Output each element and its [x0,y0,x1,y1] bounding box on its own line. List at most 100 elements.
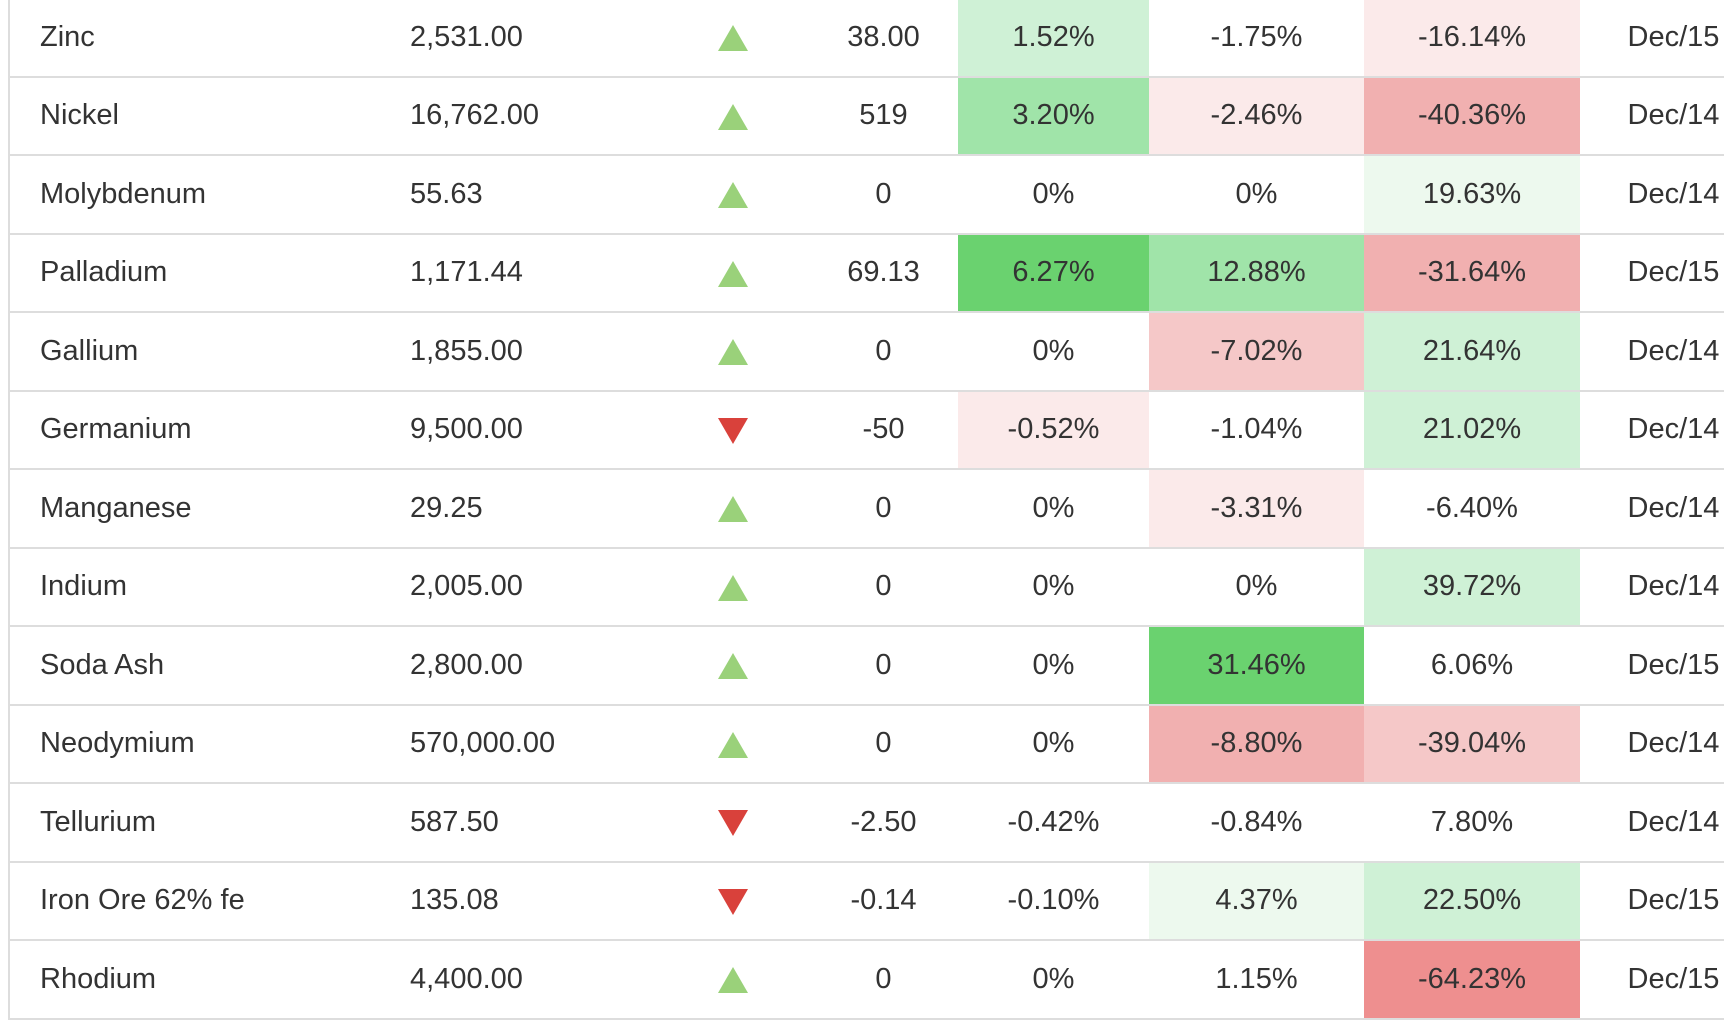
percent-change-cell: -0.42% [958,783,1149,863]
change-cell: -50 [809,390,958,470]
percent-change-cell: 0% [958,312,1149,392]
direction-cell [656,861,809,941]
change-cell: 0 [809,155,958,235]
commodity-name[interactable]: Germanium [9,390,401,470]
price-cell: 55.63 [401,155,656,235]
weekly-change-cell: -8.80% [1149,704,1364,784]
price-cell: 9,500.00 [401,390,656,470]
triangle-up-icon [717,339,748,366]
direction-cell [656,704,809,784]
change-cell: 0 [809,940,958,1020]
change-cell: 519 [809,76,958,156]
table-row[interactable]: Tellurium 587.50 -2.50 -0.42% -0.84% 7.80% Dec… [9,783,1724,863]
direction-cell [656,940,809,1020]
commodity-name[interactable]: Rhodium [9,940,401,1020]
date-cell: Dec/15 [1580,233,1724,313]
price-cell: 1,855.00 [401,312,656,392]
table-row[interactable]: Manganese 29.25 0 0% -3.31% -6.40% Dec/14 [9,469,1724,549]
table-row[interactable]: Iron Ore 62% fe 135.08 -0.14 -0.10% 4.37% 22.… [9,861,1724,941]
change-cell: 0 [809,626,958,706]
table-row[interactable]: Indium 2,005.00 0 0% 0% 39.72% Dec/14 [9,547,1724,627]
triangle-up-icon [717,103,748,130]
yoy-change-cell: 39.72% [1364,547,1580,627]
commodity-name[interactable]: Manganese [9,469,401,549]
triangle-up-icon [717,260,748,287]
weekly-change-cell: -0.84% [1149,783,1364,863]
direction-cell [656,312,809,392]
percent-change-cell: 0% [958,940,1149,1020]
price-cell: 1,171.44 [401,233,656,313]
triangle-up-icon [717,25,748,52]
percent-change-cell: 0% [958,626,1149,706]
triangle-down-icon [717,417,748,444]
commodity-name[interactable]: Iron Ore 62% fe [9,861,401,941]
direction-cell [656,626,809,706]
table-row[interactable]: Rhodium 4,400.00 0 0% 1.15% -64.23% Dec/15 [9,940,1724,1020]
commodity-name[interactable]: Neodymium [9,704,401,784]
yoy-change-cell: 7.80% [1364,783,1580,863]
yoy-change-cell: -40.36% [1364,76,1580,156]
percent-change-cell: 0% [958,547,1149,627]
percent-change-cell: -0.52% [958,390,1149,470]
triangle-up-icon [717,574,748,601]
percent-change-cell: 0% [958,704,1149,784]
yoy-change-cell: -31.64% [1364,233,1580,313]
yoy-change-cell: -64.23% [1364,940,1580,1020]
date-cell: Dec/14 [1580,469,1724,549]
table-body: Zinc 2,531.00 38.00 1.52% -1.75% -16.14% Dec/1… [9,0,1724,1020]
commodity-name[interactable]: Zinc [9,0,401,78]
commodity-name[interactable]: Palladium [9,233,401,313]
date-cell: Dec/14 [1580,390,1724,470]
price-cell: 2,531.00 [401,0,656,78]
commodity-name[interactable]: Gallium [9,312,401,392]
table-row[interactable]: Germanium 9,500.00 -50 -0.52% -1.04% 21.02% De… [9,390,1724,470]
commodity-name[interactable]: Soda Ash [9,626,401,706]
weekly-change-cell: 12.88% [1149,233,1364,313]
price-cell: 570,000.00 [401,704,656,784]
commodity-table: Zinc 2,531.00 38.00 1.52% -1.75% -16.14% Dec/1… [8,0,1724,1020]
triangle-down-icon [717,888,748,915]
weekly-change-cell: -1.75% [1149,0,1364,78]
price-cell: 4,400.00 [401,940,656,1020]
weekly-change-cell: -1.04% [1149,390,1364,470]
price-cell: 135.08 [401,861,656,941]
change-cell: 0 [809,547,958,627]
direction-cell [656,155,809,235]
table-row[interactable]: Neodymium 570,000.00 0 0% -8.80% -39.04% Dec/1… [9,704,1724,784]
direction-cell [656,76,809,156]
weekly-change-cell: 1.15% [1149,940,1364,1020]
date-cell: Dec/14 [1580,704,1724,784]
price-cell: 29.25 [401,469,656,549]
table-row[interactable]: Soda Ash 2,800.00 0 0% 31.46% 6.06% Dec/15 [9,626,1724,706]
table-row[interactable]: Gallium 1,855.00 0 0% -7.02% 21.64% Dec/14 [9,312,1724,392]
date-cell: Dec/14 [1580,155,1724,235]
weekly-change-cell: 0% [1149,155,1364,235]
commodity-name[interactable]: Indium [9,547,401,627]
weekly-change-cell: -2.46% [1149,76,1364,156]
yoy-change-cell: -6.40% [1364,469,1580,549]
table-row[interactable]: Molybdenum 55.63 0 0% 0% 19.63% Dec/14 [9,155,1724,235]
commodity-name[interactable]: Molybdenum [9,155,401,235]
direction-cell [656,233,809,313]
date-cell: Dec/14 [1580,76,1724,156]
change-cell: 38.00 [809,0,958,78]
commodity-name[interactable]: Nickel [9,76,401,156]
price-cell: 2,800.00 [401,626,656,706]
yoy-change-cell: -39.04% [1364,704,1580,784]
percent-change-cell: 0% [958,469,1149,549]
weekly-change-cell: -3.31% [1149,469,1364,549]
percent-change-cell: -0.10% [958,861,1149,941]
date-cell: Dec/14 [1580,547,1724,627]
price-cell: 587.50 [401,783,656,863]
table-row[interactable]: Nickel 16,762.00 519 3.20% -2.46% -40.36% Dec/… [9,76,1724,156]
yoy-change-cell: 21.64% [1364,312,1580,392]
date-cell: Dec/14 [1580,783,1724,863]
direction-cell [656,547,809,627]
commodity-name[interactable]: Tellurium [9,783,401,863]
weekly-change-cell: 31.46% [1149,626,1364,706]
table-row[interactable]: Palladium 1,171.44 69.13 6.27% 12.88% -31.64%… [9,233,1724,313]
triangle-up-icon [717,731,748,758]
change-cell: -0.14 [809,861,958,941]
triangle-up-icon [717,967,748,994]
table-row[interactable]: Zinc 2,531.00 38.00 1.52% -1.75% -16.14% Dec/1… [9,0,1724,78]
